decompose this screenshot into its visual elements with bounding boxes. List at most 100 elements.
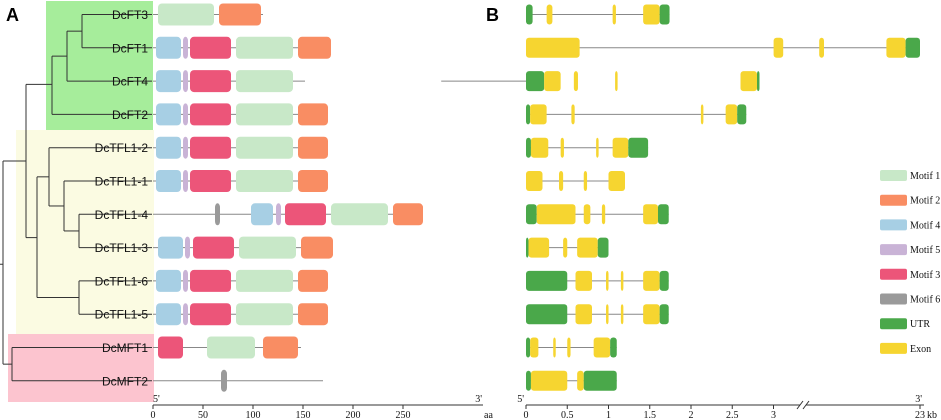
legend-label-motif5: Motif 5 (910, 245, 940, 256)
motif4-box-dctfl1-6 (156, 269, 181, 292)
motif4-box-dcft2 (156, 103, 181, 126)
kb-tick-label: 2.5 (726, 410, 739, 420)
exon-block-dctfl1-3 (528, 237, 550, 258)
gene-label-dctfl1-3: DcTFL1-3 (95, 241, 149, 255)
gene-label-dcmft1: DcMFT1 (102, 341, 148, 355)
exon-block-dcft1 (773, 37, 784, 58)
utr-block-dctfl1-2 (526, 137, 531, 158)
motif1-box-dcft4 (236, 70, 293, 93)
aa-tick-label: 100 (246, 410, 261, 420)
legend-swatch-motif2 (880, 194, 907, 206)
utr-block-dctfl1-3 (526, 237, 529, 258)
motif5-box-dctfl1-3 (185, 236, 190, 259)
utr-block-dcmft2 (583, 370, 617, 391)
utr-block-dctfl1-2 (628, 137, 649, 158)
legend-label-utr: UTR (910, 319, 930, 330)
motif1-box-dctfl1-3 (239, 236, 296, 259)
utr-block-dctfl1-3 (597, 237, 609, 258)
axis-break-mark (796, 400, 804, 410)
kb-tick-label: 0.5 (561, 410, 574, 420)
utr-block-dcft1 (905, 37, 920, 58)
aa-tick-label: 250 (396, 410, 411, 420)
exon-block-dcft2 (700, 104, 704, 125)
motif4-box-dctfl1-3 (158, 236, 183, 259)
motif4-box-dctfl1-1 (156, 170, 181, 192)
motif2-box-dcft1 (298, 36, 331, 59)
motif1-box-dcmft1 (207, 336, 255, 359)
motif3-box-dctfl1-5 (190, 303, 231, 326)
legend-label-exon: Exon (910, 344, 931, 355)
exon-block-dctfl1-5 (575, 304, 592, 325)
exon-block-dctfl1-3 (563, 237, 568, 258)
exon-block-dctfl1-4 (583, 204, 591, 225)
kb-tick-label: 0 (524, 410, 529, 420)
legend-swatch-utr (880, 318, 907, 330)
motif5-box-dctfl1-6 (183, 269, 188, 292)
motif3-box-dctfl1-6 (190, 269, 231, 292)
aa-axis-unit: aa (484, 410, 493, 420)
motif-tracks (153, 3, 423, 392)
aa-axis-end5: 5' (153, 394, 160, 405)
gene-label-dctfl1-6: DcTFL1-6 (95, 274, 149, 288)
motif6-box-dcmft2 (221, 369, 227, 392)
motif2-box-dcft3 (219, 3, 261, 26)
legend-label-motif3: Motif 3 (910, 270, 940, 281)
motif4-box-dctfl1-2 (156, 136, 181, 159)
kb-axis: 0 0.5 1 1.5 2 2.5 3 23 5' 3' kb (517, 394, 937, 420)
exon-block-dctfl1-1 (583, 171, 588, 191)
gene-label-dctfl1-2: DcTFL1-2 (95, 141, 149, 155)
exon-block-dcmft1 (593, 337, 611, 358)
exon-block-dcft1 (526, 37, 580, 58)
motif3-box-dcft4 (190, 70, 231, 93)
exon-block-dcft4 (573, 71, 578, 92)
legend-swatch-motif3 (880, 268, 907, 280)
exon-block-dctfl1-1 (559, 171, 564, 191)
exon-block-dcft2 (571, 104, 575, 125)
aa-axis-end3: 3' (475, 394, 482, 405)
exon-block-dcft2 (725, 104, 738, 125)
gene-labels: DcFT3 DcFT1 DcFT4 DcFT2 DcTFL1-2 DcTFL1-1 DcTF… (95, 8, 149, 388)
gene-label-dctfl1-1: DcTFL1-1 (95, 175, 149, 189)
motif3-box-dctfl1-2 (190, 136, 231, 159)
utr-block-dcft3 (526, 4, 533, 25)
exon-block-dctfl1-5 (620, 304, 624, 325)
utr-block-dctfl1-5 (659, 304, 669, 325)
kb-axis-unit: kb (927, 410, 937, 420)
motif4-box-dctfl1-4 (251, 203, 273, 226)
motif1-box-dctfl1-2 (236, 136, 293, 159)
clade-ft-background (46, 1, 153, 130)
aa-tick-label: 0 (151, 410, 156, 420)
motif4-box-dcft1 (156, 36, 181, 59)
utr-block-dcft4 (757, 71, 760, 92)
motif1-box-dcft3 (158, 3, 214, 26)
legend-label-motif4: Motif 4 (910, 220, 940, 231)
exon-block-dctfl1-5 (606, 304, 609, 325)
exon-block-dctfl1-6 (620, 270, 624, 291)
exon-block-dcft3 (612, 4, 616, 25)
motif2-box-dctfl1-6 (298, 269, 328, 292)
exon-block-dcft4 (544, 71, 561, 92)
axis-break-mark (802, 400, 810, 410)
phylogenetic-tree (0, 14, 152, 382)
exon-block-dctfl1-4 (643, 204, 658, 225)
legend-swatch-motif5 (880, 244, 907, 256)
aa-tick-label: 150 (296, 410, 311, 420)
exon-block-dcft1 (886, 37, 906, 58)
kb-tick-label: 1 (606, 410, 611, 420)
exon-block-dctfl1-2 (596, 137, 599, 158)
gene-label-dcmft2: DcMFT2 (102, 374, 148, 388)
exon-block-dctfl1-4 (536, 204, 576, 225)
utr-block-dcft4 (526, 71, 545, 92)
gene-label-dctfl1-4: DcTFL1-4 (95, 208, 149, 222)
exon-block-dctfl1-6 (575, 270, 592, 291)
kb-tick-label: 3 (771, 410, 776, 420)
kb-tick-label: 2 (689, 410, 694, 420)
exon-block-dctfl1-2 (612, 137, 629, 158)
motif2-box-dctfl1-2 (298, 136, 328, 159)
motif2-box-dcft2 (298, 103, 328, 126)
exon-block-dcmft2 (577, 370, 584, 391)
exon-block-dctfl1-3 (577, 237, 598, 258)
motif2-box-dctfl1-4 (393, 203, 423, 226)
kb-tick-label: 1.5 (644, 410, 657, 420)
utr-block-dctfl1-4 (658, 204, 669, 225)
